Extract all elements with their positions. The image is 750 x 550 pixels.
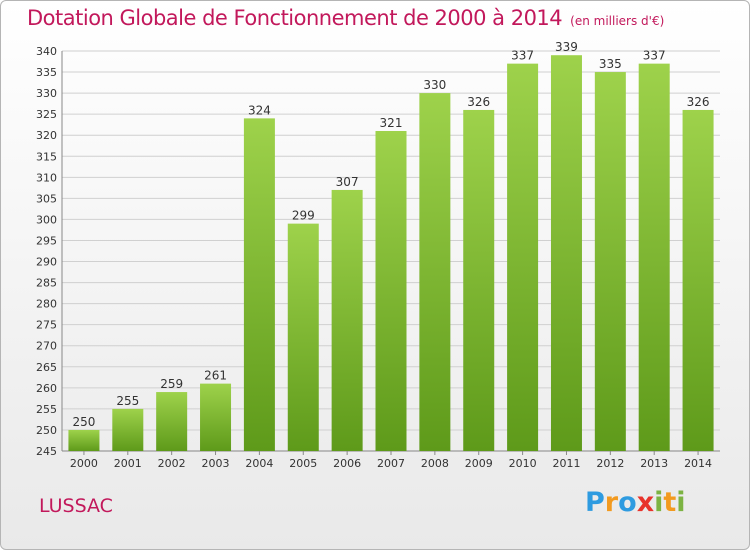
y-tick-label: 280: [36, 298, 57, 311]
chart-unit: (en milliers d'€): [570, 14, 665, 28]
data-label: 307: [336, 175, 359, 189]
bar: [550, 55, 582, 452]
y-tick-label: 315: [36, 150, 57, 163]
data-label: 321: [380, 116, 403, 130]
y-tick-label: 320: [36, 129, 57, 142]
x-tick-label: 2001: [114, 457, 142, 470]
logo-letter: r: [604, 487, 619, 518]
bar: [682, 109, 714, 452]
y-tick-label: 245: [36, 445, 57, 458]
y-tick-label: 305: [36, 192, 57, 205]
x-tick-label: 2004: [245, 457, 273, 470]
chart-title-text: Dotation Globale de Fonctionnement de 20…: [27, 6, 563, 30]
bar: [112, 408, 144, 451]
y-tick-label: 310: [36, 171, 57, 184]
bars: [68, 55, 714, 452]
data-label: 261: [204, 369, 227, 383]
y-tick-label: 275: [36, 319, 57, 332]
y-tick-label: 250: [36, 424, 57, 437]
data-label: 337: [643, 49, 666, 63]
logo-letter: o: [618, 487, 637, 518]
bar: [331, 189, 363, 451]
y-tick-label: 270: [36, 340, 57, 353]
y-tick-label: 265: [36, 361, 57, 374]
x-tick-label: 2002: [158, 457, 186, 470]
x-tick-label: 2009: [465, 457, 493, 470]
x-tick-label: 2000: [70, 457, 98, 470]
bar: [594, 72, 626, 451]
x-tick-label: 2013: [640, 457, 668, 470]
data-label: 250: [72, 415, 95, 429]
town-name: LUSSAC: [39, 495, 113, 517]
logo-letter: i: [654, 487, 664, 518]
bar: [507, 63, 539, 451]
x-tick-label: 2007: [377, 457, 405, 470]
logo-letter: t: [663, 487, 677, 518]
bar: [200, 383, 232, 451]
x-tick-label: 2005: [289, 457, 317, 470]
y-tick-label: 330: [36, 87, 57, 100]
x-tick-label: 2011: [552, 457, 580, 470]
x-tick-label: 2014: [684, 457, 712, 470]
data-labels: 250 255 259 261 324 299 307 321 330 326 337 339 335 3…: [72, 40, 709, 429]
data-label: 335: [599, 57, 622, 71]
y-tick-label: 335: [36, 66, 57, 79]
bar: [463, 109, 495, 452]
logo-letter: P: [585, 487, 605, 518]
x-tick-label: 2010: [509, 457, 537, 470]
data-label: 255: [116, 394, 139, 408]
y-tick-label: 290: [36, 256, 57, 269]
data-label: 259: [160, 377, 183, 391]
bar: [375, 131, 407, 451]
bar: [419, 93, 451, 452]
proxiti-logo: Proxiti: [585, 487, 686, 518]
x-tick-labels: 2000 2001 2002 2003 2004 2005 2006 2007 2008 2009…: [70, 457, 712, 470]
data-label: 339: [555, 40, 578, 54]
data-label: 326: [687, 95, 710, 109]
data-label: 299: [292, 209, 315, 223]
x-tick-label: 2012: [596, 457, 624, 470]
logo-letter: x: [636, 487, 655, 518]
y-tick-label: 255: [36, 403, 57, 416]
bar: [638, 63, 670, 451]
y-tick-label: 285: [36, 277, 57, 290]
data-label: 337: [511, 49, 534, 63]
x-tick-label: 2008: [421, 457, 449, 470]
data-label: 324: [248, 103, 271, 117]
bar: [243, 118, 275, 452]
data-label: 330: [423, 78, 446, 92]
y-tick-labels: 245 250 255 260 265 270 275 280 285 290 295 300 305 3…: [36, 45, 57, 458]
y-tick-label: 300: [36, 213, 57, 226]
bar: [287, 223, 319, 451]
x-tick-label: 2006: [333, 457, 361, 470]
chart-title: Dotation Globale de Fonctionnement de 20…: [27, 6, 664, 30]
bar: [156, 392, 188, 451]
x-tick-label: 2003: [202, 457, 230, 470]
y-tick-label: 295: [36, 234, 57, 247]
y-tick-label: 260: [36, 382, 57, 395]
bar: [68, 429, 100, 451]
logo-letter: i: [676, 487, 686, 518]
y-tick-label: 325: [36, 108, 57, 121]
y-tick-label: 340: [36, 45, 57, 58]
data-label: 326: [467, 95, 490, 109]
